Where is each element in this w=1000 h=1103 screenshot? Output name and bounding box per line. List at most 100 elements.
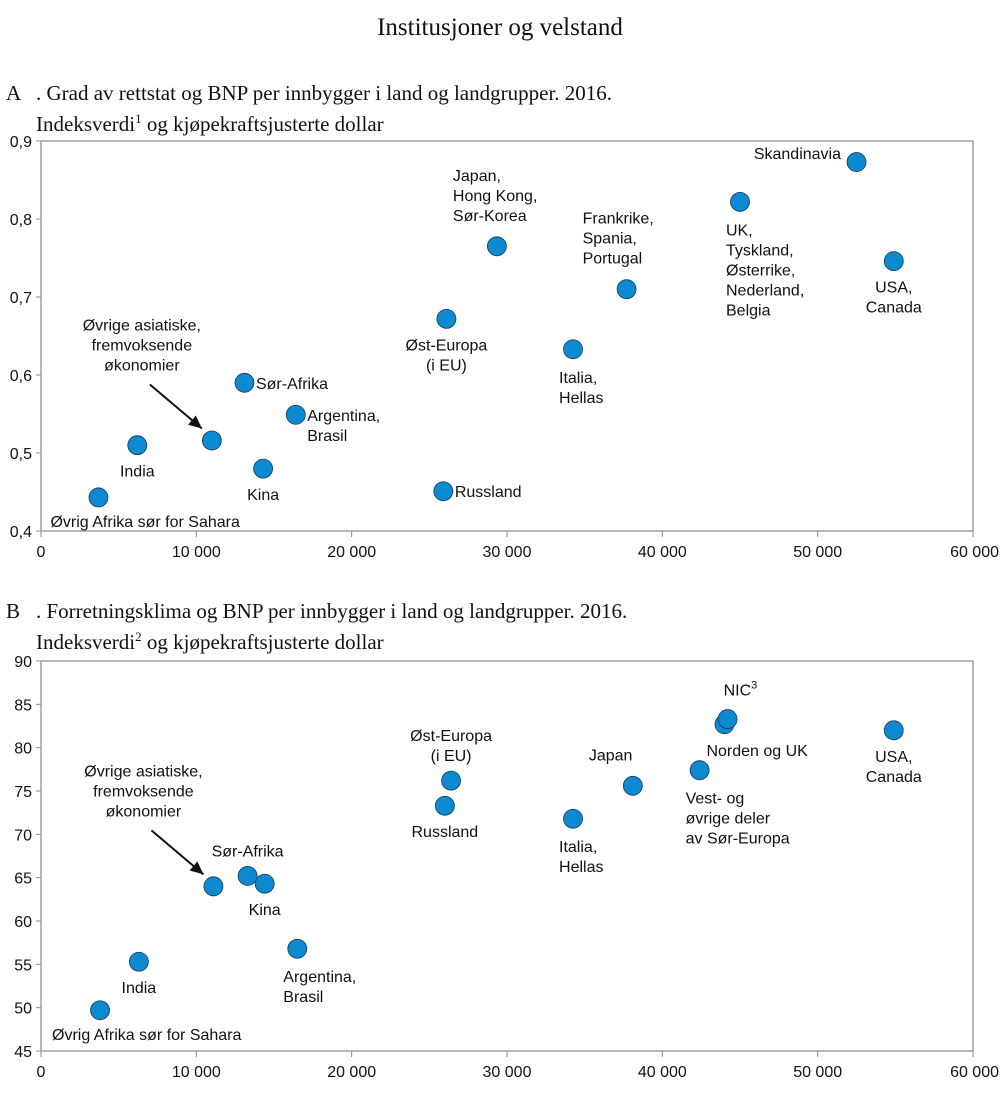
point-label: (i EU) [426, 357, 467, 374]
data-point [201, 430, 222, 451]
data-point [128, 951, 149, 972]
data-point [487, 236, 507, 257]
data-point [203, 876, 224, 897]
point-label: Nederland, [726, 282, 804, 299]
point-label: Japan, [453, 168, 501, 185]
arrow-head-icon [188, 415, 202, 429]
x-tick-label: 20 000 [327, 1064, 376, 1081]
point-label: India [122, 980, 157, 997]
point-label: Argentina, [307, 408, 380, 425]
y-tick-label: 80 [14, 741, 32, 758]
point-label: Canada [866, 769, 922, 786]
point-label: Sør-Afrika [256, 376, 328, 393]
x-tick-label: 0 [37, 544, 46, 561]
y-tick-label: 0,5 [10, 446, 32, 463]
footnote-marker: 1 [135, 111, 142, 126]
y-tick-label: 0,9 [10, 134, 32, 151]
panel-b-title-line1: Forretningsklima og BNP per innbygger i … [46, 599, 628, 623]
y-tick-label: 0,8 [10, 212, 32, 229]
x-tick-label: 60 000 [950, 1064, 999, 1081]
data-point [434, 795, 455, 816]
footnote-marker: 2 [135, 629, 142, 644]
panel-a-title-line2-rest: og kjøpekraftsjusterte dollar [141, 112, 384, 136]
point-label: Østerrike, [726, 262, 795, 279]
panel-a-title: A. Grad av rettstat og BNP per innbygger… [6, 81, 613, 136]
y-tick-label: 60 [14, 914, 32, 931]
x-tick-label: 30 000 [483, 1064, 532, 1081]
y-tick-label: 65 [14, 871, 32, 888]
point-label: økonomier [106, 803, 182, 820]
x-tick-label: 50 000 [793, 1064, 842, 1081]
y-tick-label: 85 [14, 697, 32, 714]
point-label: Russland [455, 484, 522, 501]
point-label: Skandinavia [754, 146, 841, 163]
point-label: Italia, [559, 370, 597, 387]
data-point [253, 458, 274, 479]
panel-b-title-line2: Indeksverdi [36, 630, 136, 654]
y-tick-label: 75 [14, 784, 32, 801]
data-point [436, 308, 457, 329]
point-label: fremvoksende [93, 783, 194, 800]
point-label: Øst-Europa [410, 728, 492, 745]
data-point [622, 775, 643, 796]
data-point [127, 435, 148, 456]
y-tick-label: 70 [14, 827, 32, 844]
data-point [441, 770, 461, 791]
point-label: Portugal [583, 251, 643, 268]
point-label: Brasil [307, 428, 347, 445]
panel-a-letter: A [6, 81, 22, 105]
y-tick-label: 50 [14, 1001, 32, 1018]
point-label: Frankrike, [583, 211, 654, 228]
point-label: øvrige deler [686, 811, 771, 828]
footnote-marker: 3 [751, 680, 757, 692]
point-label: Sør-Korea [453, 208, 527, 225]
data-point [90, 1000, 110, 1021]
panel-b-title: B. Forretningsklima og BNP per innbygger… [6, 599, 628, 654]
point-label: Øvrig Afrika sør for Sahara [50, 514, 239, 531]
y-tick-label: 45 [14, 1044, 32, 1061]
arrow-head-icon [189, 861, 204, 875]
x-tick-label: 20 000 [327, 544, 376, 561]
data-point [883, 251, 904, 272]
y-tick-label: 90 [14, 654, 32, 671]
data-point [285, 404, 306, 425]
x-tick-label: 30 000 [483, 544, 532, 561]
data-point [730, 191, 750, 212]
x-tick-label: 60 000 [950, 544, 999, 561]
point-label: India [120, 464, 155, 481]
point-label: Belgia [726, 302, 771, 319]
x-tick-label: 40 000 [638, 544, 687, 561]
data-point [88, 487, 109, 508]
y-tick-label: 0,6 [10, 368, 32, 385]
point-label: Italia, [559, 839, 597, 856]
x-tick-label: 50 000 [793, 544, 842, 561]
data-point [563, 808, 583, 829]
panel-a-title-line2: Indeksverdi [36, 112, 136, 136]
data-point [846, 152, 867, 172]
x-tick-label: 0 [37, 1064, 46, 1081]
point-label: Vest- og [686, 791, 745, 808]
point-label: Hellas [559, 390, 603, 407]
data-point [287, 938, 308, 959]
point-label: Hong Kong, [453, 188, 538, 205]
point-label: Øvrige asiatiske, [84, 763, 202, 780]
y-tick-label: 55 [14, 957, 32, 974]
data-point [689, 760, 710, 781]
data-point [433, 481, 454, 502]
y-tick-label: 0,4 [10, 524, 32, 541]
point-label: Øst-Europa [406, 337, 488, 354]
data-point [234, 372, 255, 393]
data-point [883, 720, 904, 741]
panel-b-title-line2-rest: og kjøpekraftsjusterte dollar [141, 630, 384, 654]
data-point [237, 866, 258, 886]
point-label: Brasil [283, 989, 323, 1006]
data-point [563, 339, 583, 360]
x-tick-label: 10 000 [172, 544, 221, 561]
data-point [254, 873, 275, 894]
point-label: Spania, [583, 231, 637, 248]
point-label: Hellas [559, 859, 603, 876]
point-label: Russland [412, 824, 479, 841]
figure-title: Institusjoner og velstand [377, 14, 623, 41]
